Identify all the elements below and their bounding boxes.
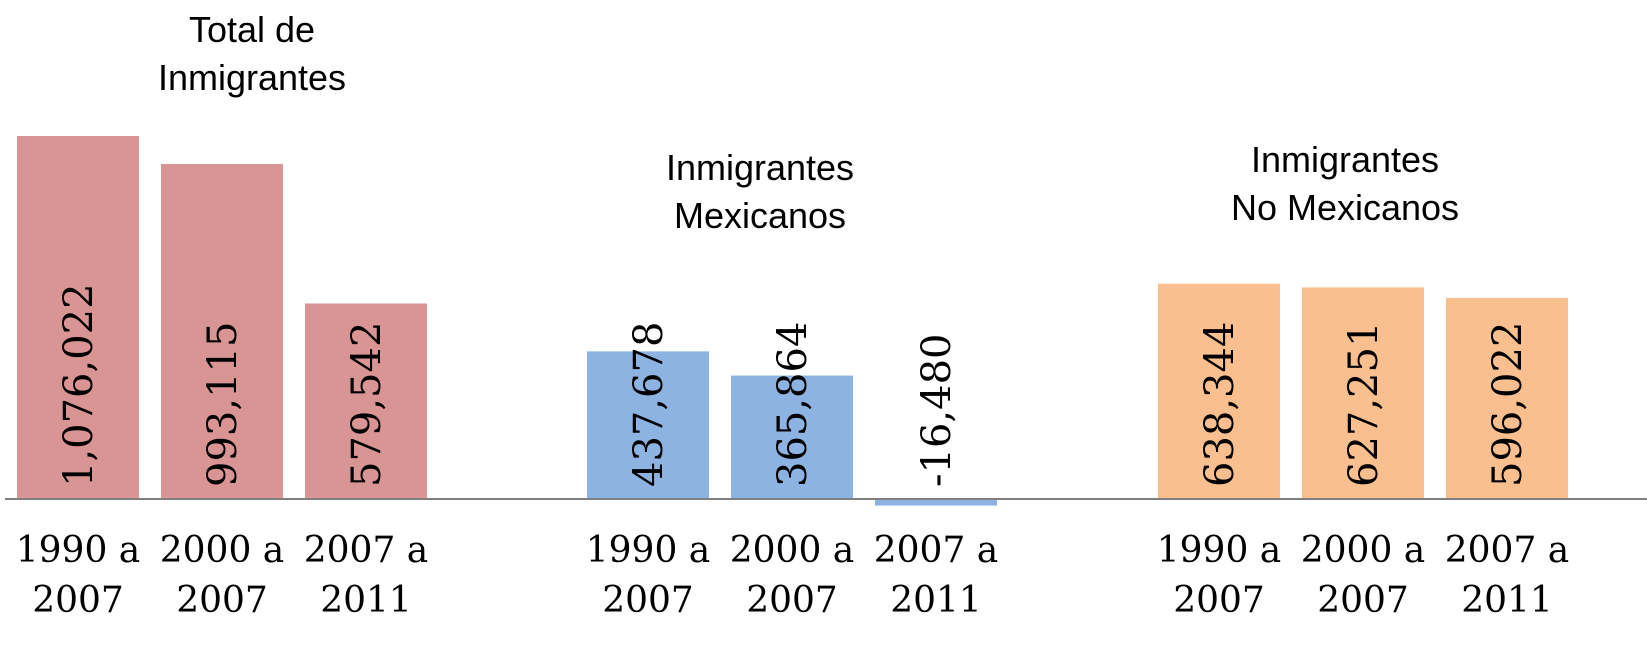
category-label: 2000 a — [160, 530, 285, 571]
bar-value-label: -16,480 — [914, 334, 960, 487]
bar — [1158, 283, 1280, 499]
bar — [161, 163, 283, 499]
category-label: 2007 a — [304, 530, 429, 571]
group-title-line: Inmigrantes — [158, 57, 346, 98]
category-label: 2011 — [890, 580, 982, 621]
category-label: 2000 a — [730, 530, 855, 571]
bar-value-label: 596,022 — [1485, 322, 1531, 487]
group-title-line: Total de — [189, 9, 315, 50]
bar-value-label: 993,115 — [200, 322, 246, 487]
category-label: 2007 — [176, 580, 268, 621]
bar-value-label: 365,864 — [770, 322, 816, 487]
bar-value-label: 627,251 — [1341, 322, 1387, 487]
bar — [17, 136, 139, 499]
category-label: 1990 a — [586, 530, 711, 571]
category-label: 2007 — [1173, 580, 1265, 621]
bar — [305, 303, 427, 499]
bar-value-label: 1,076,022 — [56, 283, 102, 487]
category-label: 2007 a — [874, 530, 999, 571]
group-title-line: Mexicanos — [674, 195, 846, 236]
bar — [1302, 287, 1424, 499]
category-label: 2011 — [1461, 580, 1553, 621]
group-title-line: Inmigrantes — [1251, 139, 1439, 180]
group-title-line: No Mexicanos — [1231, 187, 1459, 228]
category-label: 2007 a — [1445, 530, 1570, 571]
bar-value-label: 437,678 — [626, 322, 672, 487]
bar — [875, 500, 997, 506]
bar-value-label: 638,344 — [1197, 322, 1243, 487]
bar-value-label: 579,542 — [344, 322, 390, 487]
category-label: 2007 — [746, 580, 838, 621]
category-label: 2007 — [1317, 580, 1409, 621]
category-label: 1990 a — [1157, 530, 1282, 571]
category-label: 2000 a — [1301, 530, 1426, 571]
bar — [731, 375, 853, 499]
category-label: 2007 — [602, 580, 694, 621]
bar — [1446, 297, 1568, 499]
category-label: 2007 — [32, 580, 124, 621]
category-label: 1990 a — [16, 530, 141, 571]
group-title-line: Inmigrantes — [666, 147, 854, 188]
category-label: 2011 — [320, 580, 412, 621]
bar — [587, 351, 709, 499]
